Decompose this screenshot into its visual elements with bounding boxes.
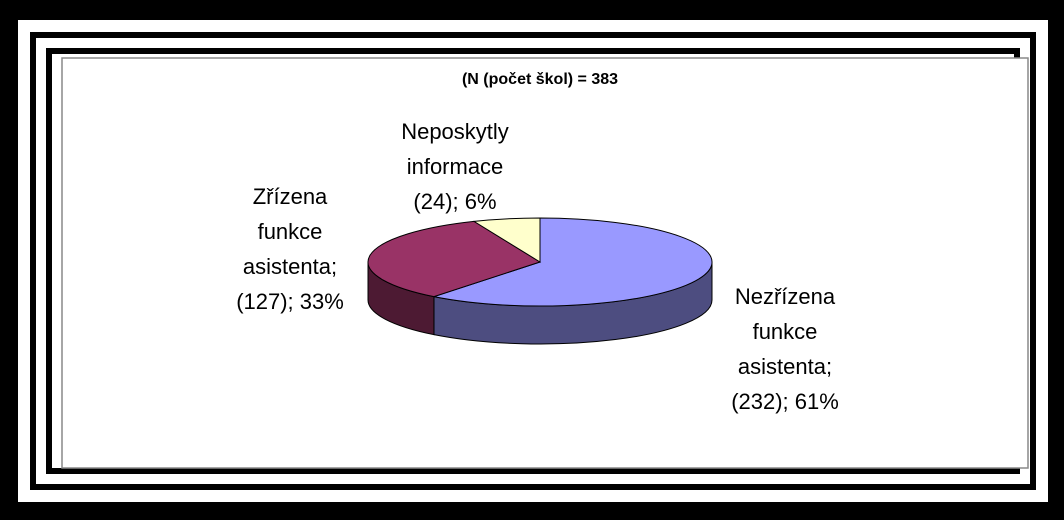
value-label: (232); 61% <box>731 389 839 414</box>
slice-label: Zřízena <box>253 184 328 209</box>
value-label: (127); 33% <box>236 289 344 314</box>
slice-label: Neposkytly <box>401 119 509 144</box>
slice-label: asistenta; <box>243 254 337 279</box>
slice-label: asistenta; <box>738 354 832 379</box>
slice <box>431 217 713 307</box>
slice-label: informace <box>407 154 504 179</box>
slice <box>472 217 541 263</box>
value-label: (24); 6% <box>413 189 496 214</box>
slice-label: Nezřízena <box>735 284 836 309</box>
slice-label: funkce <box>258 219 323 244</box>
slice-label: funkce <box>753 319 818 344</box>
chart-subtitle: (N (počet škol) = 383 <box>462 71 618 88</box>
slice <box>367 220 542 298</box>
